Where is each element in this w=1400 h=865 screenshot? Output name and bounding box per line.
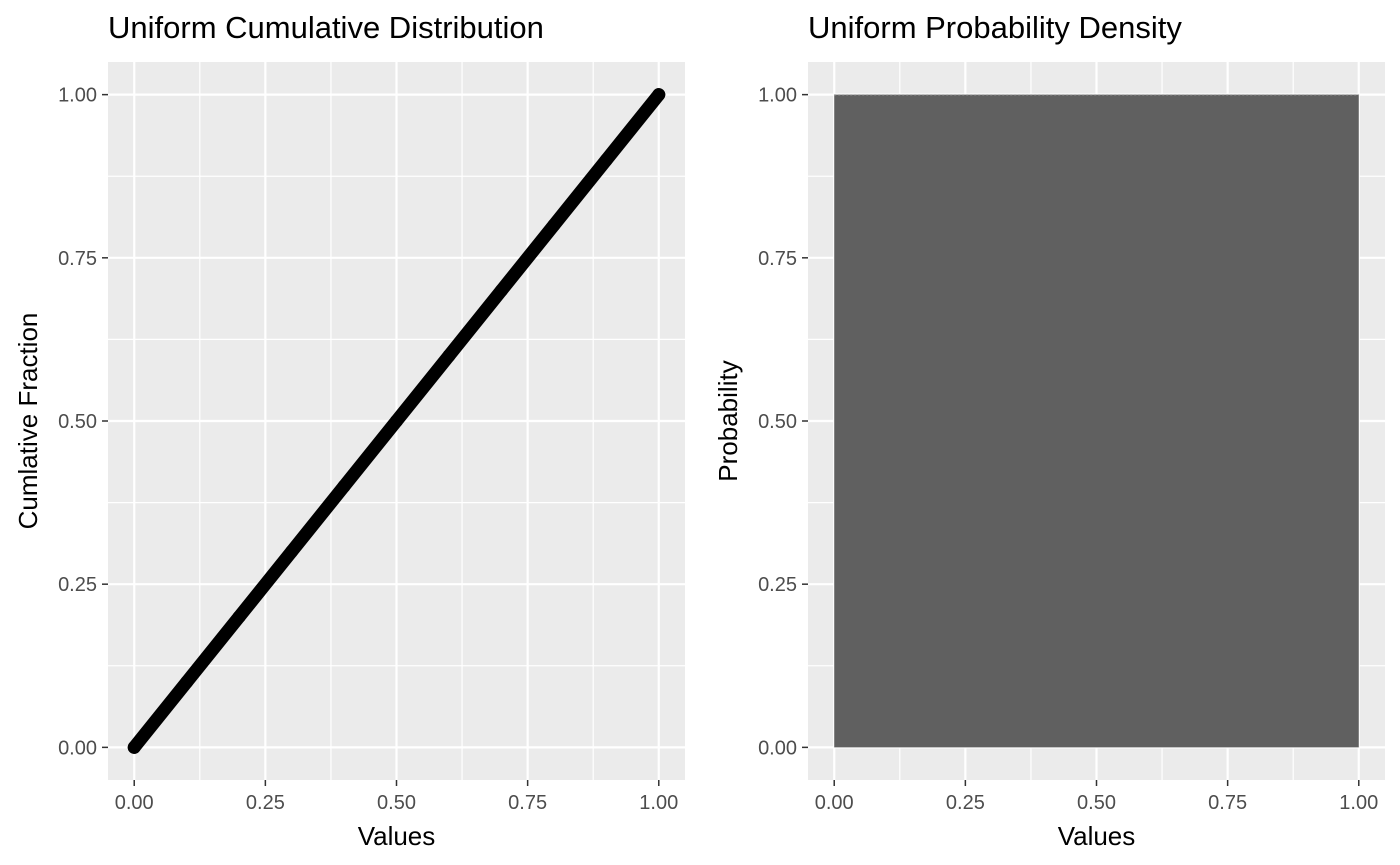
cdf-y-ticks: 0.00 0.25 0.50 0.75 1.00: [58, 85, 108, 759]
x-tick-label: 0.00: [115, 792, 154, 814]
cdf-point: [390, 414, 403, 428]
y-tick-label: 0.00: [758, 737, 797, 759]
cdf-point: [285, 545, 299, 559]
y-tick-label: 0.25: [58, 574, 97, 596]
pdf-y-axis-title: Probability: [713, 360, 743, 481]
cdf-point: [180, 675, 194, 689]
y-tick-label: 1.00: [58, 85, 97, 107]
x-tick-label: 1.00: [639, 792, 678, 814]
pdf-x-ticks: 0.00 0.25 0.50 0.75 1.00: [815, 780, 1378, 814]
cdf-point: [494, 283, 508, 297]
pdf-title: Uniform Probability Density: [808, 10, 1182, 45]
cdf-point: [599, 153, 613, 167]
x-tick-label: 0.75: [1208, 792, 1247, 814]
cdf-point: [127, 740, 141, 754]
x-tick-label: 0.75: [508, 792, 547, 814]
pdf-density-area: [834, 94, 1359, 748]
pdf-y-ticks: 0.00 0.25 0.50 0.75 1.00: [758, 85, 808, 759]
cdf-point: [232, 610, 246, 624]
y-tick-label: 0.50: [758, 411, 797, 433]
y-tick-label: 0.50: [58, 411, 97, 433]
cdf-point: [337, 479, 351, 493]
cdf-points: [127, 88, 666, 754]
cdf-point: [442, 349, 456, 363]
y-tick-label: 1.00: [758, 85, 797, 107]
x-tick-label: 0.25: [946, 792, 985, 814]
x-tick-label: 1.00: [1339, 792, 1378, 814]
x-tick-label: 0.50: [1077, 792, 1116, 814]
x-tick-label: 0.25: [246, 792, 285, 814]
pdf-density-fill: [834, 94, 1359, 748]
cdf-y-axis-title: Cumlative Fraction: [13, 313, 43, 530]
pdf-panel: Uniform Probability Density 0.00 0.25 0.50…: [713, 10, 1385, 851]
cdf-point: [652, 88, 666, 102]
y-tick-label: 0.00: [58, 737, 97, 759]
cdf-panel: Uniform Cumulative Distribution 0.00 0.25…: [13, 10, 685, 851]
cdf-x-ticks: 0.00 0.25 0.50 0.75 1.00: [115, 780, 678, 814]
pdf-x-axis-title: Values: [1058, 821, 1136, 851]
y-tick-label: 0.75: [758, 248, 797, 270]
cdf-point: [547, 218, 561, 232]
y-tick-label: 0.25: [758, 574, 797, 596]
y-tick-label: 0.75: [58, 248, 97, 270]
x-tick-label: 0.00: [815, 792, 854, 814]
x-tick-label: 0.50: [377, 792, 416, 814]
cdf-title: Uniform Cumulative Distribution: [108, 10, 544, 45]
cdf-x-axis-title: Values: [358, 821, 436, 851]
